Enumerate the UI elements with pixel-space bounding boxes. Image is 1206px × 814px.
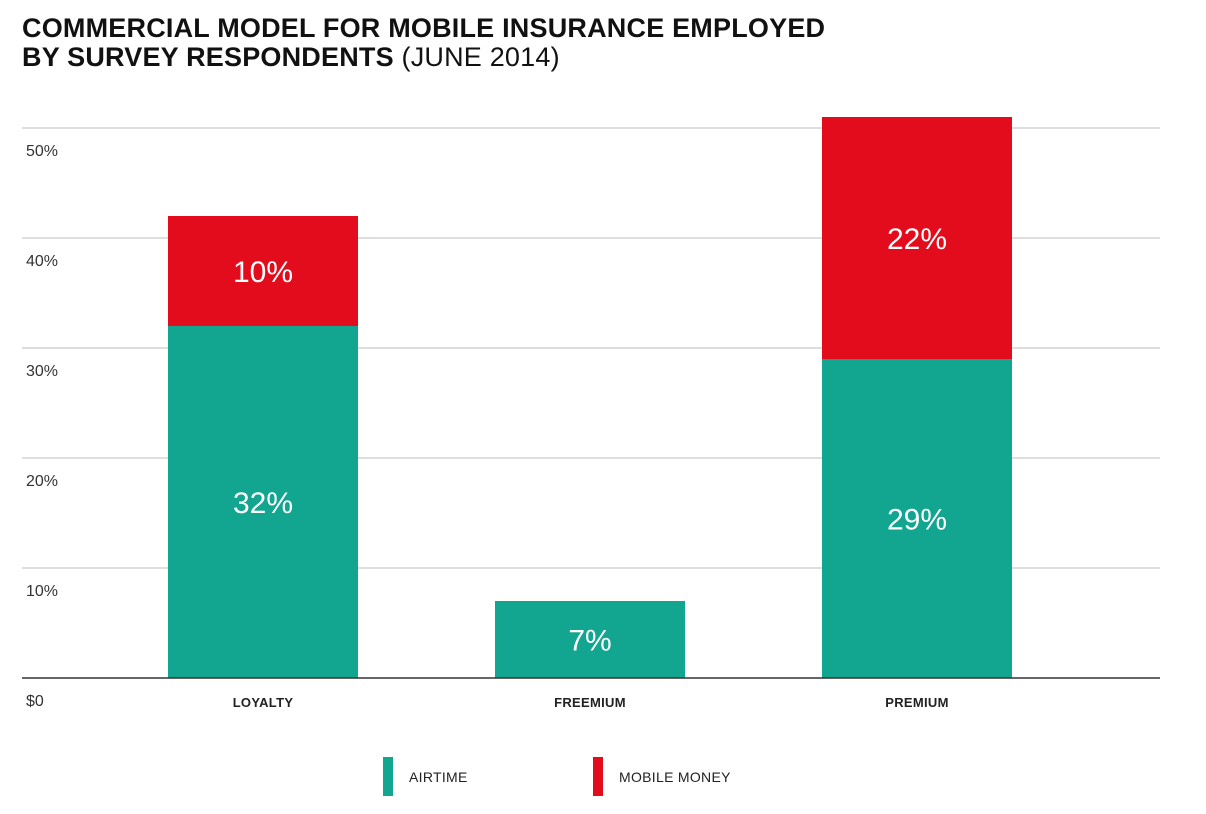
y-tick-label: 50%	[26, 143, 58, 160]
x-tick-label-premium: PREMIUM	[885, 695, 949, 710]
axes: $0 10% 20% 30% 40% 50% LOYALTY FREEMIUM PREMIUM	[22, 143, 1160, 710]
legend-item-mobile-money: MOBILE MONEY	[593, 757, 731, 796]
legend-label-mobile-money: MOBILE MONEY	[619, 769, 731, 785]
data-label-premium-airtime: 29%	[887, 504, 947, 537]
bars	[168, 117, 1012, 678]
bar-premium-mobile-money	[822, 117, 1012, 359]
legend-label-airtime: AIRTIME	[409, 769, 468, 785]
chart-title: COMMERCIAL MODEL FOR MOBILE INSURANCE EM…	[22, 14, 825, 72]
chart-title-line-1: COMMERCIAL MODEL FOR MOBILE INSURANCE EM…	[22, 13, 826, 43]
data-label-loyalty-airtime: 32%	[233, 487, 293, 520]
legend-swatch-airtime	[383, 757, 393, 796]
legend-item-airtime: AIRTIME	[383, 757, 468, 796]
y-tick-label: 30%	[26, 363, 58, 380]
data-labels: 32% 10% 7% 29% 22%	[233, 223, 947, 658]
legend: AIRTIME MOBILE MONEY	[383, 757, 731, 796]
data-label-loyalty-mobile-money: 10%	[233, 256, 293, 289]
y-tick-label: 10%	[26, 583, 58, 600]
chart-title-line-2: BY SURVEY RESPONDENTS	[22, 42, 394, 72]
bar-loyalty-airtime	[168, 326, 358, 678]
bar-freemium-airtime	[495, 601, 685, 678]
y-tick-label: $0	[26, 693, 44, 710]
y-tick-label: 40%	[26, 253, 58, 270]
y-tick-label: 20%	[26, 473, 58, 490]
data-label-premium-mobile-money: 22%	[887, 223, 947, 256]
x-tick-label-freemium: FREEMIUM	[554, 695, 626, 710]
x-tick-label-loyalty: LOYALTY	[233, 695, 294, 710]
legend-swatch-mobile-money	[593, 757, 603, 796]
chart-subtitle: (JUNE 2014)	[401, 42, 560, 72]
bar-premium-airtime	[822, 359, 1012, 678]
bar-loyalty-mobile-money	[168, 216, 358, 326]
data-label-freemium-airtime: 7%	[568, 625, 611, 658]
